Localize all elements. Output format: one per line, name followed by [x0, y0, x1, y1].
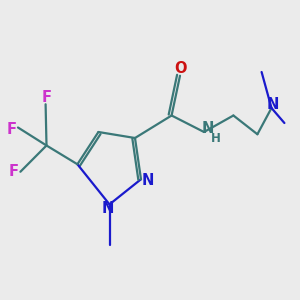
Text: N: N [141, 173, 154, 188]
Text: F: F [41, 90, 51, 105]
Text: N: N [102, 201, 114, 216]
Text: N: N [266, 97, 279, 112]
Text: N: N [201, 122, 214, 136]
Text: F: F [9, 164, 19, 178]
Text: H: H [211, 132, 221, 145]
Text: O: O [174, 61, 187, 76]
Text: F: F [6, 122, 16, 136]
